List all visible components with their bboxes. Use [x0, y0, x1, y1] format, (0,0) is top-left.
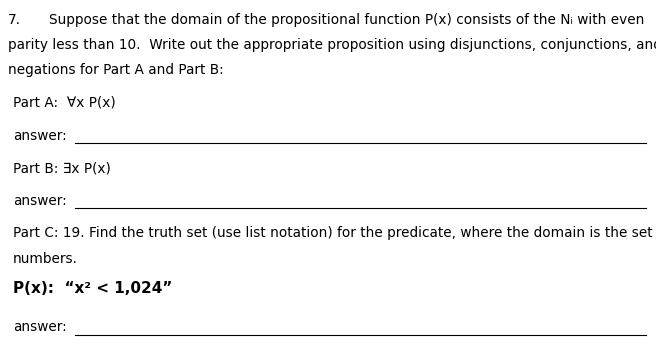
Text: Suppose that the domain of the propositional function P(x) consists of the Nᵢ wi: Suppose that the domain of the propositi… — [49, 13, 645, 27]
Text: numbers.: numbers. — [13, 252, 78, 266]
Text: parity less than 10.  Write out the appropriate proposition using disjunctions, : parity less than 10. Write out the appro… — [8, 38, 656, 52]
Text: 7.: 7. — [8, 13, 21, 27]
Text: answer:: answer: — [13, 320, 67, 334]
Text: Part B: ∃x P(x): Part B: ∃x P(x) — [13, 161, 111, 175]
Text: negations for Part A and Part B:: negations for Part A and Part B: — [8, 63, 224, 77]
Text: answer:: answer: — [13, 129, 67, 143]
Text: answer:: answer: — [13, 194, 67, 208]
Text: Part C: 19. Find the truth set (use list notation) for the predicate, where the : Part C: 19. Find the truth set (use list… — [13, 226, 656, 240]
Text: Part A:  ∀x P(x): Part A: ∀x P(x) — [13, 96, 116, 110]
Text: P(x):  “x² < 1,024”: P(x): “x² < 1,024” — [13, 281, 173, 295]
